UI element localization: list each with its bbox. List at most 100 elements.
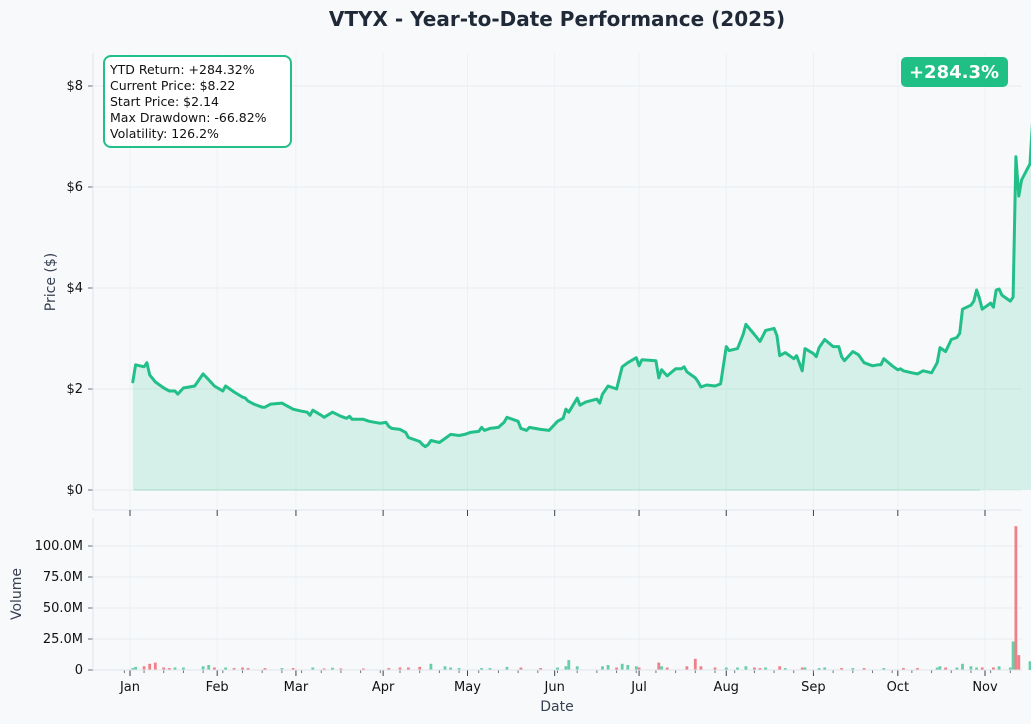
- volume-bar: [862, 668, 866, 670]
- stats-box-frame: [103, 55, 292, 148]
- stats-box: YTD Return: +284.32% Current Price: $8.2…: [103, 55, 292, 148]
- chart-title: VTYX - Year-to-Date Performance (2025): [329, 7, 785, 31]
- volume-bar: [213, 667, 216, 670]
- volume-bar: [665, 667, 669, 670]
- volume-bar: [505, 666, 509, 670]
- return-badge-text: +284.3%: [909, 62, 999, 83]
- price-line: [131, 122, 1031, 449]
- x-tick-label: Jan: [119, 680, 140, 695]
- volume-bar: [851, 668, 855, 670]
- volume-panel: 0 25.0M 50.0M 75.0M 100.0M Jan Feb Mar Apr May Ju…: [9, 510, 1031, 715]
- volume-bar: [817, 668, 821, 670]
- price-y-tick-label: $0: [66, 483, 83, 498]
- x-tick-label: Sep: [801, 680, 826, 695]
- volume-bar: [457, 668, 461, 670]
- volume-bar: [902, 668, 905, 670]
- volume-bar: [955, 667, 959, 670]
- price-grid: [93, 53, 1022, 510]
- x-tick-label: Apr: [372, 680, 395, 695]
- volume-y-tick-label: 75.0M: [43, 570, 83, 585]
- volume-bar: [758, 668, 762, 670]
- volume-bar: [764, 667, 767, 670]
- volume-bar: [207, 665, 211, 670]
- stats-line-ytd-return: YTD Return: +284.32%: [109, 62, 255, 77]
- x-tick-label: Nov: [972, 680, 998, 695]
- volume-bar: [969, 666, 973, 670]
- volume-panel-bg: [93, 518, 1022, 670]
- volume-bar: [246, 668, 250, 670]
- volume-bar: [142, 666, 146, 670]
- price-panel: $0 $2 $4 $6 $8 Price ($) YTD Return: +284.32…: [43, 53, 1031, 511]
- volume-bar: [944, 667, 947, 670]
- price-y-tick-label: $2: [66, 382, 83, 397]
- volume-bar: [693, 658, 697, 670]
- volume-bar: [615, 667, 618, 670]
- volume-bar: [387, 668, 391, 670]
- volume-bar: [224, 667, 227, 670]
- volume-bar: [753, 667, 756, 670]
- volume-bar: [961, 663, 964, 670]
- volume-bar: [882, 668, 886, 670]
- price-y-axis: $0 $2 $4 $6 $8: [66, 79, 93, 498]
- volume-bar: [201, 666, 205, 670]
- volume-bar: [280, 668, 284, 670]
- volume-bar: [699, 666, 703, 670]
- volume-bar: [480, 668, 483, 670]
- volume-bar: [992, 667, 995, 670]
- volume-bar: [168, 668, 171, 670]
- volume-bar: [660, 666, 663, 670]
- return-badge: +284.3%: [901, 57, 1008, 87]
- volume-bar: [685, 666, 689, 670]
- volume-bar: [148, 663, 152, 670]
- volume-bar: [418, 666, 422, 670]
- volume-bar: [778, 666, 782, 670]
- volume-y-tick-label: 50.0M: [43, 601, 83, 616]
- x-tick-label: Oct: [887, 680, 909, 695]
- volume-bar: [800, 667, 804, 670]
- x-tick-label: May: [454, 680, 481, 695]
- stats-line-max-drawdown: Max Drawdown: -66.82%: [110, 110, 267, 125]
- volume-bar: [567, 660, 571, 670]
- volume-bar: [173, 667, 177, 670]
- volume-bar: [606, 665, 610, 670]
- volume-bar: [575, 666, 579, 670]
- volume-bar: [637, 667, 641, 670]
- volume-y-label: Volume: [9, 568, 25, 620]
- volume-bar: [449, 667, 452, 670]
- volume-bar: [362, 668, 365, 670]
- volume-bar: [744, 666, 748, 670]
- volume-bar: [620, 663, 624, 670]
- volume-bar: [153, 662, 157, 670]
- volume-bar: [935, 667, 939, 670]
- price-area-fill: [132, 147, 1031, 490]
- price-y-tick-label: $6: [66, 180, 83, 195]
- volume-bar: [443, 666, 447, 670]
- volume-bar: [823, 667, 827, 670]
- volume-bar: [539, 668, 542, 670]
- volume-y-tick-label: 25.0M: [43, 632, 83, 647]
- return-badge-bg: [901, 57, 1008, 87]
- volume-bar: [1008, 667, 1012, 670]
- price-y-tick-label: $4: [66, 281, 83, 296]
- x-tick-label: Jul: [630, 680, 647, 695]
- volume-bar: [1014, 526, 1018, 670]
- volume-bar: [803, 667, 807, 670]
- volume-bar: [783, 668, 787, 670]
- price-y-tick-label: $8: [66, 79, 83, 94]
- volume-bar: [519, 667, 523, 670]
- volume-bar: [131, 668, 135, 670]
- volume-y-tick-label: 0: [75, 663, 83, 678]
- volume-bar: [626, 665, 630, 670]
- volume-bar: [724, 667, 728, 670]
- volume-bar: [241, 667, 244, 670]
- volume-bar: [713, 667, 717, 670]
- volume-bar: [134, 666, 137, 670]
- volume-bar: [398, 667, 402, 670]
- volume-bar: [263, 668, 267, 670]
- volume-bar: [311, 667, 315, 670]
- volume-bars: [131, 526, 1031, 670]
- stats-line-start-price: Start Price: $2.14: [110, 94, 219, 109]
- volume-bar: [429, 663, 433, 670]
- volume-bar: [162, 667, 166, 670]
